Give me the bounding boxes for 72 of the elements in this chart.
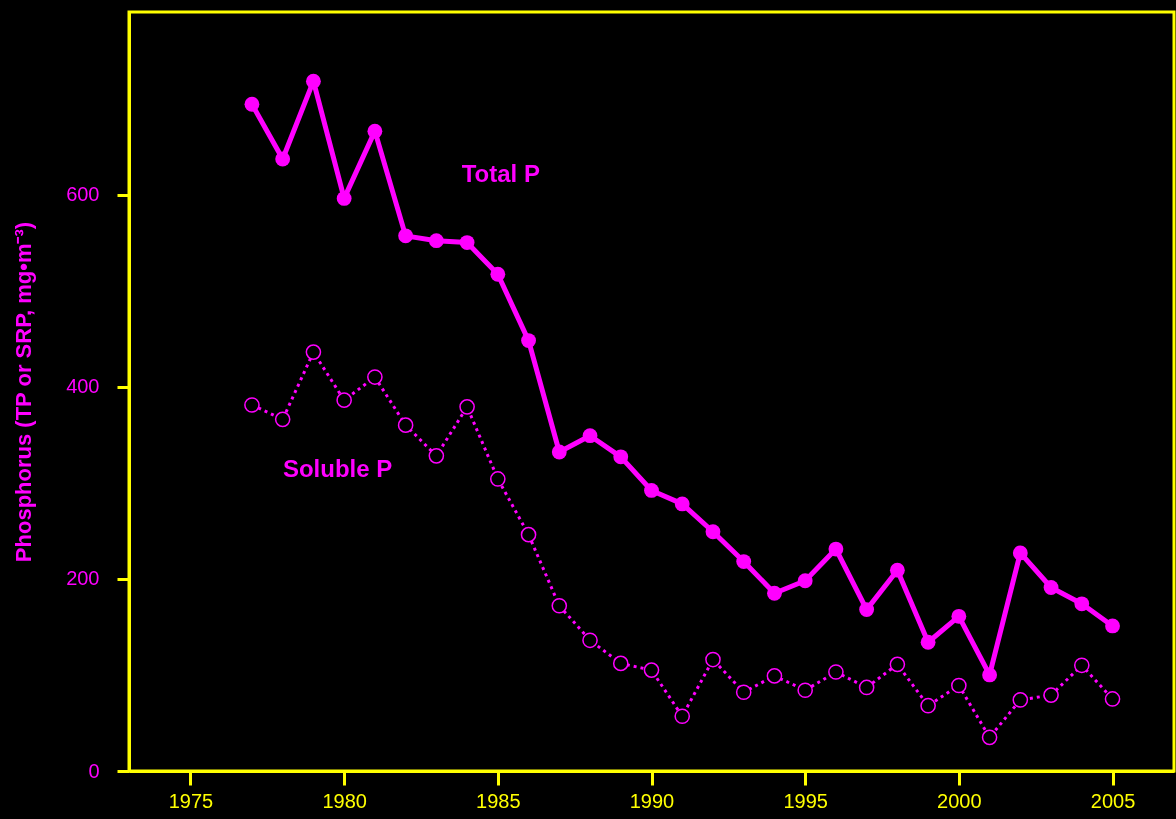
x-tick-label: 1985: [476, 789, 521, 812]
point: [889, 656, 906, 673]
point: [674, 496, 690, 512]
y-axis-title: Phosphorus (TP or SRP, mg•m⁻³): [11, 221, 37, 563]
point: [705, 651, 721, 668]
y-tick-label: 0: [88, 759, 100, 782]
point: [828, 664, 844, 680]
x-tick-label: 1975: [168, 789, 214, 812]
point: [858, 679, 875, 696]
point: [397, 417, 414, 433]
y-tick-label: 200: [66, 567, 100, 590]
point: [1012, 545, 1028, 561]
point: [767, 585, 782, 601]
point: [367, 369, 383, 385]
point: [459, 235, 475, 250]
point: [644, 483, 659, 498]
x-tick-label: 2005: [1090, 789, 1136, 812]
y-tick-label: 600: [66, 183, 100, 206]
point: [275, 151, 291, 167]
point: [244, 96, 260, 112]
point: [428, 448, 445, 464]
point: [582, 632, 598, 649]
point: [859, 602, 875, 617]
point: [551, 597, 568, 614]
point: [1105, 618, 1120, 634]
point: [736, 554, 752, 569]
series-label: Soluble P: [282, 455, 393, 483]
point: [490, 266, 506, 282]
point: [981, 729, 998, 746]
point: [490, 471, 506, 487]
point: [520, 526, 537, 543]
point: [920, 634, 936, 650]
point: [1012, 692, 1029, 708]
point: [982, 667, 997, 683]
point: [705, 524, 721, 540]
point: [735, 684, 752, 701]
point: [643, 662, 660, 678]
point: [459, 399, 475, 415]
point: [613, 449, 629, 465]
point: [951, 677, 967, 694]
point: [244, 397, 260, 413]
point: [551, 444, 567, 460]
point: [367, 123, 383, 139]
point: [828, 541, 844, 557]
y-tick-label: 400: [66, 375, 100, 398]
point: [306, 73, 321, 89]
point: [398, 228, 414, 244]
point: [951, 608, 967, 624]
point: [1104, 691, 1121, 707]
text: Total P: [461, 160, 540, 188]
point: [582, 428, 598, 444]
point: [428, 233, 444, 249]
point: [1043, 687, 1059, 703]
point: [889, 562, 905, 578]
point: [336, 392, 352, 408]
point: [920, 697, 936, 714]
point: [766, 668, 783, 684]
point: [1043, 580, 1059, 595]
point: [797, 682, 813, 699]
point: [274, 411, 291, 428]
point: [1073, 657, 1090, 674]
x-tick-label: 1980: [322, 789, 367, 812]
point: [674, 708, 691, 725]
point: [612, 655, 629, 672]
x-tick-label: 1995: [783, 789, 828, 812]
point: [1074, 596, 1090, 612]
point: [305, 344, 322, 360]
point: [521, 333, 536, 348]
point: [797, 573, 813, 589]
x-tick-label: 2000: [937, 789, 982, 812]
x-tick-label: 1990: [629, 789, 675, 812]
point: [336, 190, 352, 206]
